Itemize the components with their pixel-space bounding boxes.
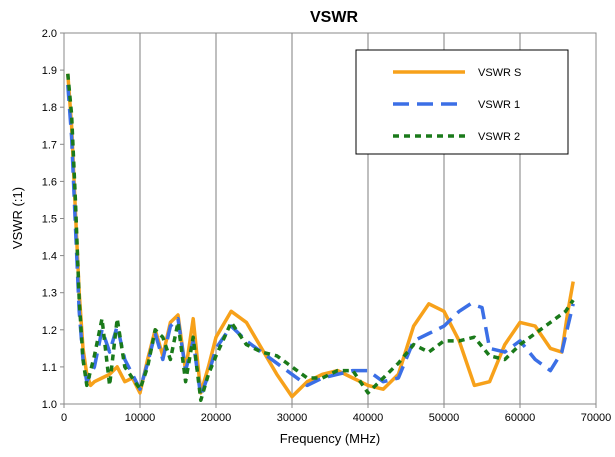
x-tick-label: 10000 xyxy=(125,412,156,424)
legend-label: VSWR 1 xyxy=(478,99,520,111)
y-tick-label: 1.5 xyxy=(42,214,57,226)
y-tick-label: 1.0 xyxy=(42,399,57,411)
series-lines xyxy=(66,73,575,403)
y-tick-label: 1.1 xyxy=(42,362,57,374)
legend: VSWR S VSWR 1 VSWR 2 xyxy=(355,49,569,155)
series-line-2 xyxy=(66,84,575,399)
x-tick-label: 30000 xyxy=(277,412,308,424)
legend-label: VSWR 2 xyxy=(478,131,520,143)
x-axis-ticks: 0 10000 20000 30000 40000 50000 60000 70000 xyxy=(61,404,611,424)
y-tick-label: 2.0 xyxy=(42,28,57,40)
x-tick-label: 60000 xyxy=(505,412,536,424)
y-tick-label: 1.4 xyxy=(42,251,57,263)
y-tick-label: 1.6 xyxy=(42,176,57,188)
x-axis-label: Frequency (MHz) xyxy=(280,431,380,446)
y-tick-label: 1.7 xyxy=(42,139,57,151)
y-tick-label: 1.3 xyxy=(42,288,57,300)
legend-box xyxy=(355,49,569,155)
x-tick-label: 70000 xyxy=(581,412,612,424)
x-tick-label: 20000 xyxy=(201,412,232,424)
series-line-3 xyxy=(66,73,575,403)
series-line-1 xyxy=(66,73,575,399)
y-axis-ticks: 1.0 1.1 1.2 1.3 1.4 1.5 1.6 1.7 1.8 1.9 2.0 xyxy=(42,28,64,411)
y-axis-label: VSWR (:1) xyxy=(10,187,25,249)
x-tick-label: 50000 xyxy=(429,412,460,424)
y-tick-label: 1.2 xyxy=(42,325,57,337)
y-tick-label: 1.8 xyxy=(42,102,57,114)
legend-label: VSWR S xyxy=(478,67,521,79)
x-tick-label: 40000 xyxy=(353,412,384,424)
chart-title: VSWR xyxy=(310,9,358,26)
x-tick-label: 0 xyxy=(61,412,67,424)
y-tick-label: 1.9 xyxy=(42,65,57,77)
